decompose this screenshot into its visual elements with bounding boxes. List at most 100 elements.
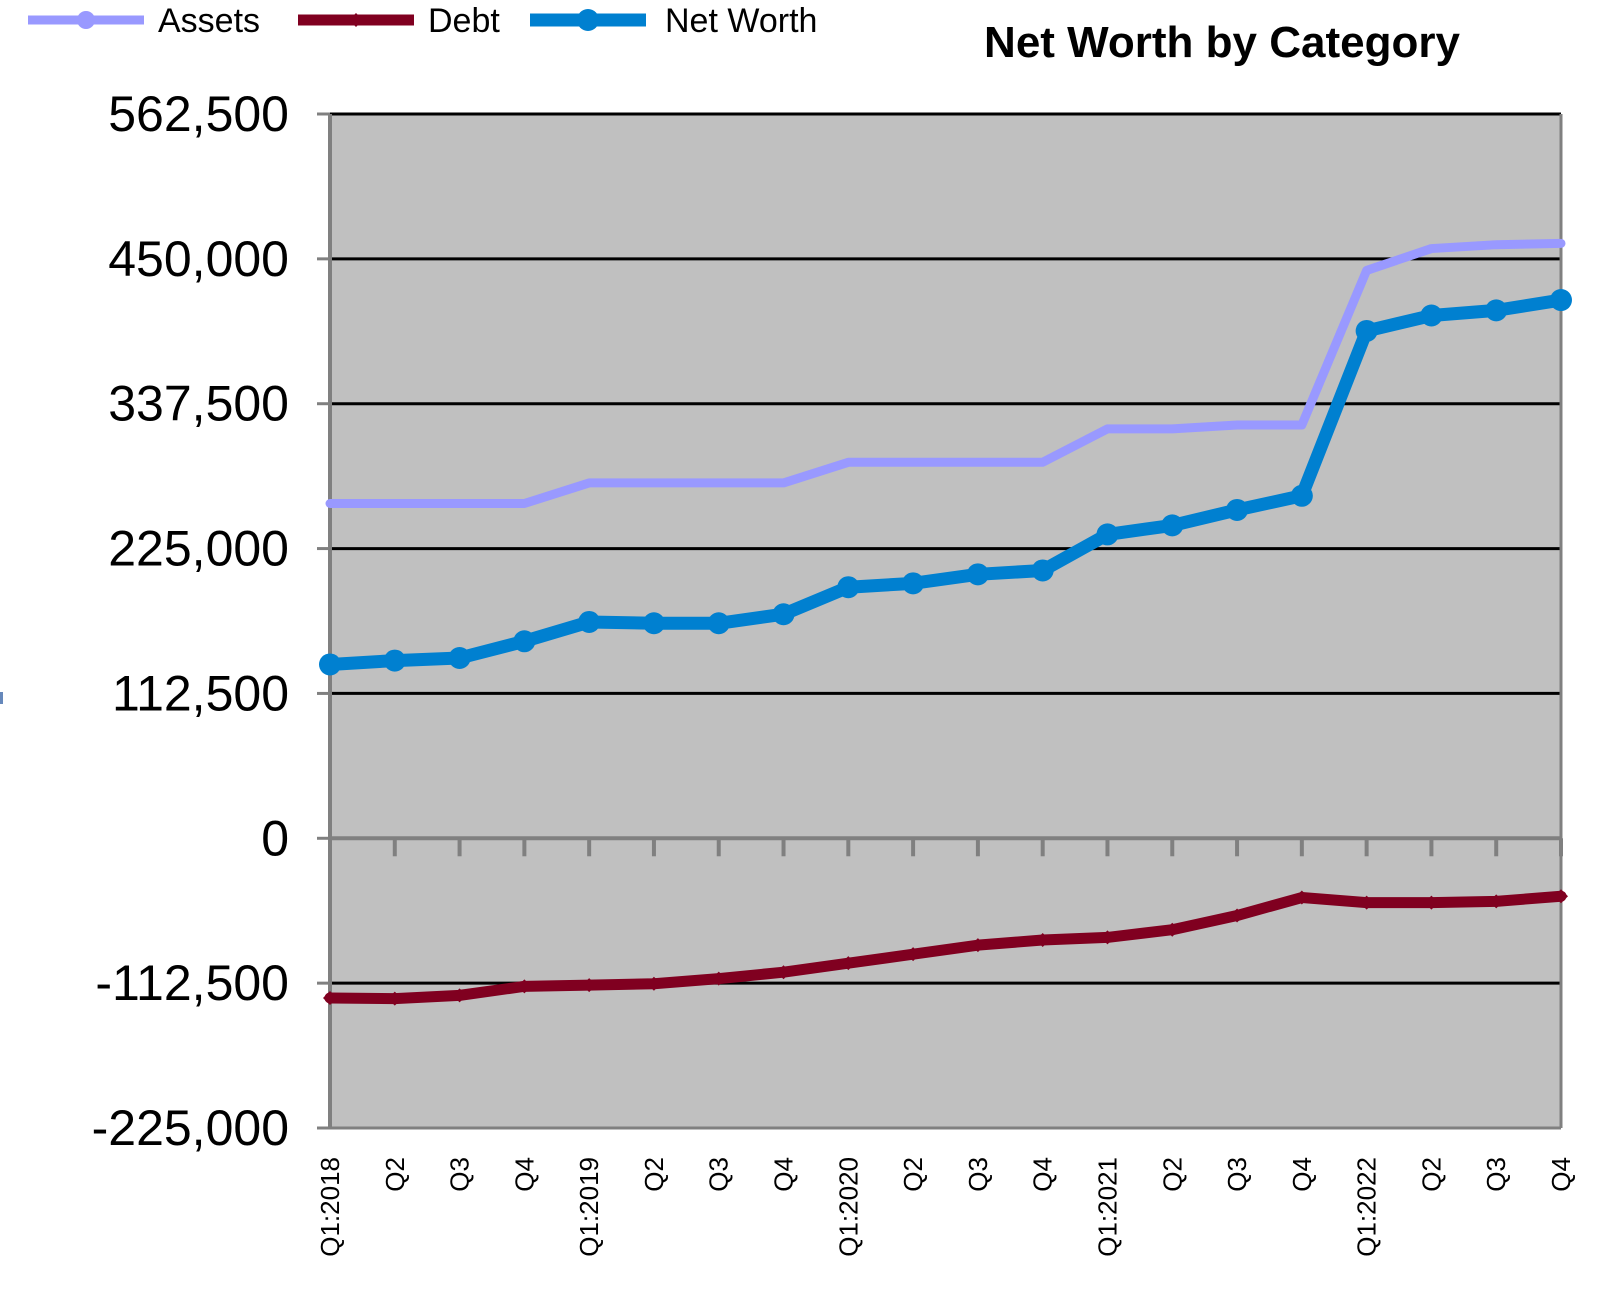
x-tick-label: Q2 [380,1157,410,1192]
y-tick-label: -225,000 [92,1100,289,1156]
edge-marker-icon [0,692,3,704]
data-point-net-worth [1550,289,1572,312]
x-tick-label: Q2 [1157,1157,1187,1192]
x-tick-label: Q2 [1416,1157,1446,1192]
x-axis-ticks: Q1:2018 Q2 Q3 Q4 Q1:2019 Q2 Q3 Q4 Q1:2020 Q2 Q3 Q4 Q… [315,838,1576,1257]
legend: Assets Debt Net Worth [28,2,817,40]
data-point-assets [912,461,914,463]
y-tick-label: 0 [261,810,289,866]
data-point-assets [1430,248,1432,250]
data-point-assets [329,503,331,505]
data-point-net-worth [1226,498,1249,521]
data-point-debt [1230,908,1245,923]
series-layer [319,238,1572,1006]
series-line-net-worth [323,293,1568,671]
data-point-assets [523,503,525,505]
data-point-net-worth [707,612,730,635]
data-point-debt [970,938,985,953]
data-point-net-worth [1031,559,1054,582]
series-debt [323,889,1568,1006]
data-point-net-worth [837,576,860,599]
data-point-net-worth [1161,514,1184,537]
data-point-net-worth [1420,304,1443,327]
legend-item-net-worth: Net Worth [530,2,817,40]
data-point-assets [1366,269,1368,271]
data-point-debt [1489,894,1504,909]
data-point-debt [906,947,921,962]
x-tick-label: Q3 [963,1157,993,1192]
data-point-assets [1042,461,1044,463]
x-tick-label: Q3 [1222,1157,1252,1192]
data-point-debt [517,979,532,994]
y-tick-label: -112,500 [95,955,289,1011]
data-point-assets [1106,428,1108,430]
data-point-debt [1165,922,1180,937]
plot-area [330,114,1561,1128]
data-point-debt [1035,933,1050,948]
data-point-net-worth [578,610,601,633]
x-tick-label: Q4 [1287,1157,1317,1192]
x-tick-label: Q4 [1546,1157,1576,1192]
data-point-assets [1171,428,1173,430]
data-point-debt [582,978,597,993]
data-point-debt [646,976,661,991]
y-axis-ticks: -225,000 -112,500 0 112,500 225,000 337,500 45… [92,86,330,1156]
data-point-assets [847,461,849,463]
y-tick-label: 225,000 [108,521,289,577]
data-point-debt [387,991,402,1006]
x-tick-label: Q2 [898,1157,928,1192]
y-tick-label: 562,500 [108,86,289,142]
data-point-assets [588,482,590,484]
legend-marker-icon [577,9,599,31]
data-point-assets [977,461,979,463]
data-point-net-worth [902,572,925,595]
data-point-debt [1554,889,1568,904]
data-point-assets [459,503,461,505]
legend-label-debt: Debt [428,2,500,40]
data-point-debt [452,988,467,1003]
data-point-debt [841,956,856,971]
x-tick-label: Q4 [769,1157,799,1192]
x-tick-label: Q4 [1028,1157,1058,1192]
data-point-assets [783,482,785,484]
data-point-net-worth [642,612,665,635]
legend-item-assets: Assets [28,2,260,40]
data-point-assets [1301,424,1303,426]
data-point-assets [1495,244,1497,246]
legend-label-net-worth: Net Worth [665,2,817,40]
legend-label-assets: Assets [158,2,260,40]
x-tick-label: Q2 [639,1157,669,1192]
data-point-assets [718,482,720,484]
data-point-net-worth [383,649,406,672]
legend-marker-icon [77,11,95,29]
series-net-worth [319,289,1572,676]
x-tick-label: Q3 [445,1157,475,1192]
data-point-net-worth [1290,484,1313,507]
data-point-assets [1236,424,1238,426]
data-point-debt [711,971,726,986]
data-point-net-worth [319,653,341,676]
series-line-assets [325,238,1566,509]
x-tick-label: Q4 [509,1157,539,1192]
data-point-net-worth [1355,319,1378,342]
x-tick-label: Q1:2022 [1352,1157,1382,1257]
data-point-net-worth [448,647,471,670]
data-point-debt [323,990,337,1005]
x-tick-label: Q1:2018 [315,1157,345,1257]
data-point-net-worth [1096,523,1119,546]
data-point-net-worth [1485,299,1508,322]
y-tick-label: 112,500 [112,665,289,721]
data-point-assets [653,482,655,484]
legend-item-debt: Debt [298,2,500,40]
y-tick-label: 450,000 [108,231,289,287]
data-point-debt [1294,890,1309,905]
legend-marker-icon [349,13,363,27]
series-line-debt [324,890,1567,1005]
data-point-debt [1359,895,1374,910]
axes [328,114,1563,1130]
x-tick-label: Q3 [704,1157,734,1192]
y-tick-label: 337,500 [108,376,289,432]
x-tick-label: Q1:2019 [574,1157,604,1257]
data-point-net-worth [772,603,795,626]
